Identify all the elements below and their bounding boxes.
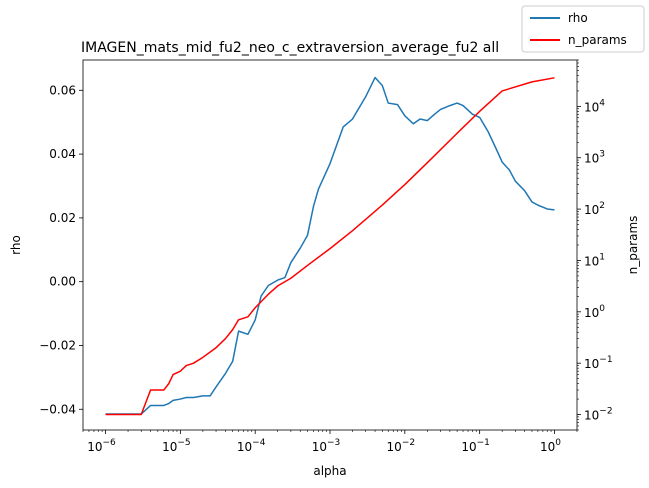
x-tick-label: 10−5	[162, 438, 191, 454]
x-tick-label: 10−3	[312, 438, 341, 454]
series-line-rho	[105, 76, 555, 415]
y-tick-label: −0.04	[39, 402, 76, 416]
y2-tick-label: 10−1	[584, 355, 613, 371]
y2-axis-label: n_params	[626, 216, 640, 275]
x-axis-label: alpha	[313, 464, 346, 478]
y-axis-label: rho	[9, 235, 23, 255]
y-tick-label: −0.02	[39, 338, 76, 352]
y-tick-label: 0.06	[49, 83, 76, 97]
plot-frame	[82, 59, 578, 431]
y2-tick-label: 102	[584, 201, 605, 217]
y2-tick-label: 104	[584, 98, 605, 114]
x-tick-label: 100	[540, 438, 561, 454]
y2-tick-label: 103	[584, 150, 605, 166]
y2-tick-label: 100	[584, 304, 605, 320]
x-tick-label: 10−6	[87, 438, 116, 454]
y-tick-label: 0.04	[49, 147, 76, 161]
tick-layer: 10−6 10−5 10−4 10−3 10−2 10−1 100 0.06 0.04 0.02 0…	[39, 59, 613, 454]
series-line-n-params	[105, 77, 555, 416]
x-tick-label: 10−1	[461, 438, 490, 454]
plot-background	[83, 60, 577, 430]
y2-tick-label: 10−2	[584, 407, 613, 423]
y-tick-label: 0.02	[49, 211, 76, 225]
y2-tick-label: 101	[584, 252, 605, 268]
legend-label-rho: rho	[568, 11, 588, 25]
chart-title: IMAGEN_mats_mid_fu2_neo_c_extraversion_a…	[81, 40, 499, 56]
x-tick-label: 10−4	[237, 438, 266, 454]
x-tick-label: 10−2	[387, 438, 416, 454]
legend: rho n_params	[521, 5, 645, 53]
series-layer	[105, 76, 555, 416]
legend-label-n-params: n_params	[568, 33, 627, 47]
y-tick-label: 0.00	[49, 275, 76, 289]
